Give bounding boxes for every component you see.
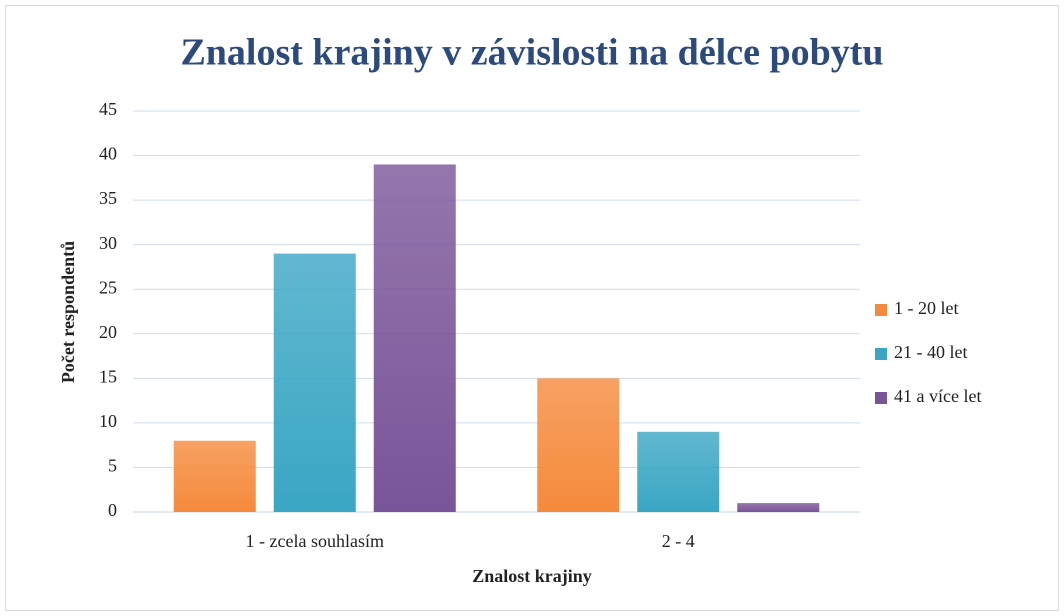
y-tick-label: 35 bbox=[99, 188, 117, 208]
legend-label: 1 - 20 let bbox=[894, 298, 959, 318]
x-tick-label: 2 - 4 bbox=[662, 531, 695, 551]
bar bbox=[637, 431, 720, 512]
x-axis-title: Znalost krajiny bbox=[472, 566, 592, 586]
bar bbox=[373, 164, 456, 512]
bar bbox=[537, 378, 620, 512]
legend-swatch bbox=[875, 392, 887, 404]
y-tick-label: 10 bbox=[99, 411, 117, 431]
legend-label: 21 - 40 let bbox=[894, 342, 968, 362]
y-tick-label: 15 bbox=[99, 366, 117, 386]
y-tick-label: 45 bbox=[99, 99, 117, 119]
bar bbox=[737, 503, 820, 512]
y-tick-label: 5 bbox=[108, 456, 117, 476]
legend-swatch bbox=[875, 304, 887, 316]
x-tick-label: 1 - zcela souhlasím bbox=[246, 531, 384, 551]
y-tick-label: 25 bbox=[99, 277, 117, 297]
y-tick-label: 0 bbox=[108, 500, 117, 520]
y-tick-label: 40 bbox=[99, 144, 117, 164]
y-tick-label: 30 bbox=[99, 233, 117, 253]
bar bbox=[173, 440, 256, 512]
chart-title: Znalost krajiny v závislosti na délce po… bbox=[180, 32, 883, 74]
y-axis-title: Počet respondentů bbox=[58, 241, 78, 383]
legend-label: 41 a více let bbox=[894, 386, 981, 406]
bar bbox=[273, 253, 356, 513]
legend-swatch bbox=[875, 348, 887, 360]
y-tick-label: 20 bbox=[99, 322, 117, 342]
